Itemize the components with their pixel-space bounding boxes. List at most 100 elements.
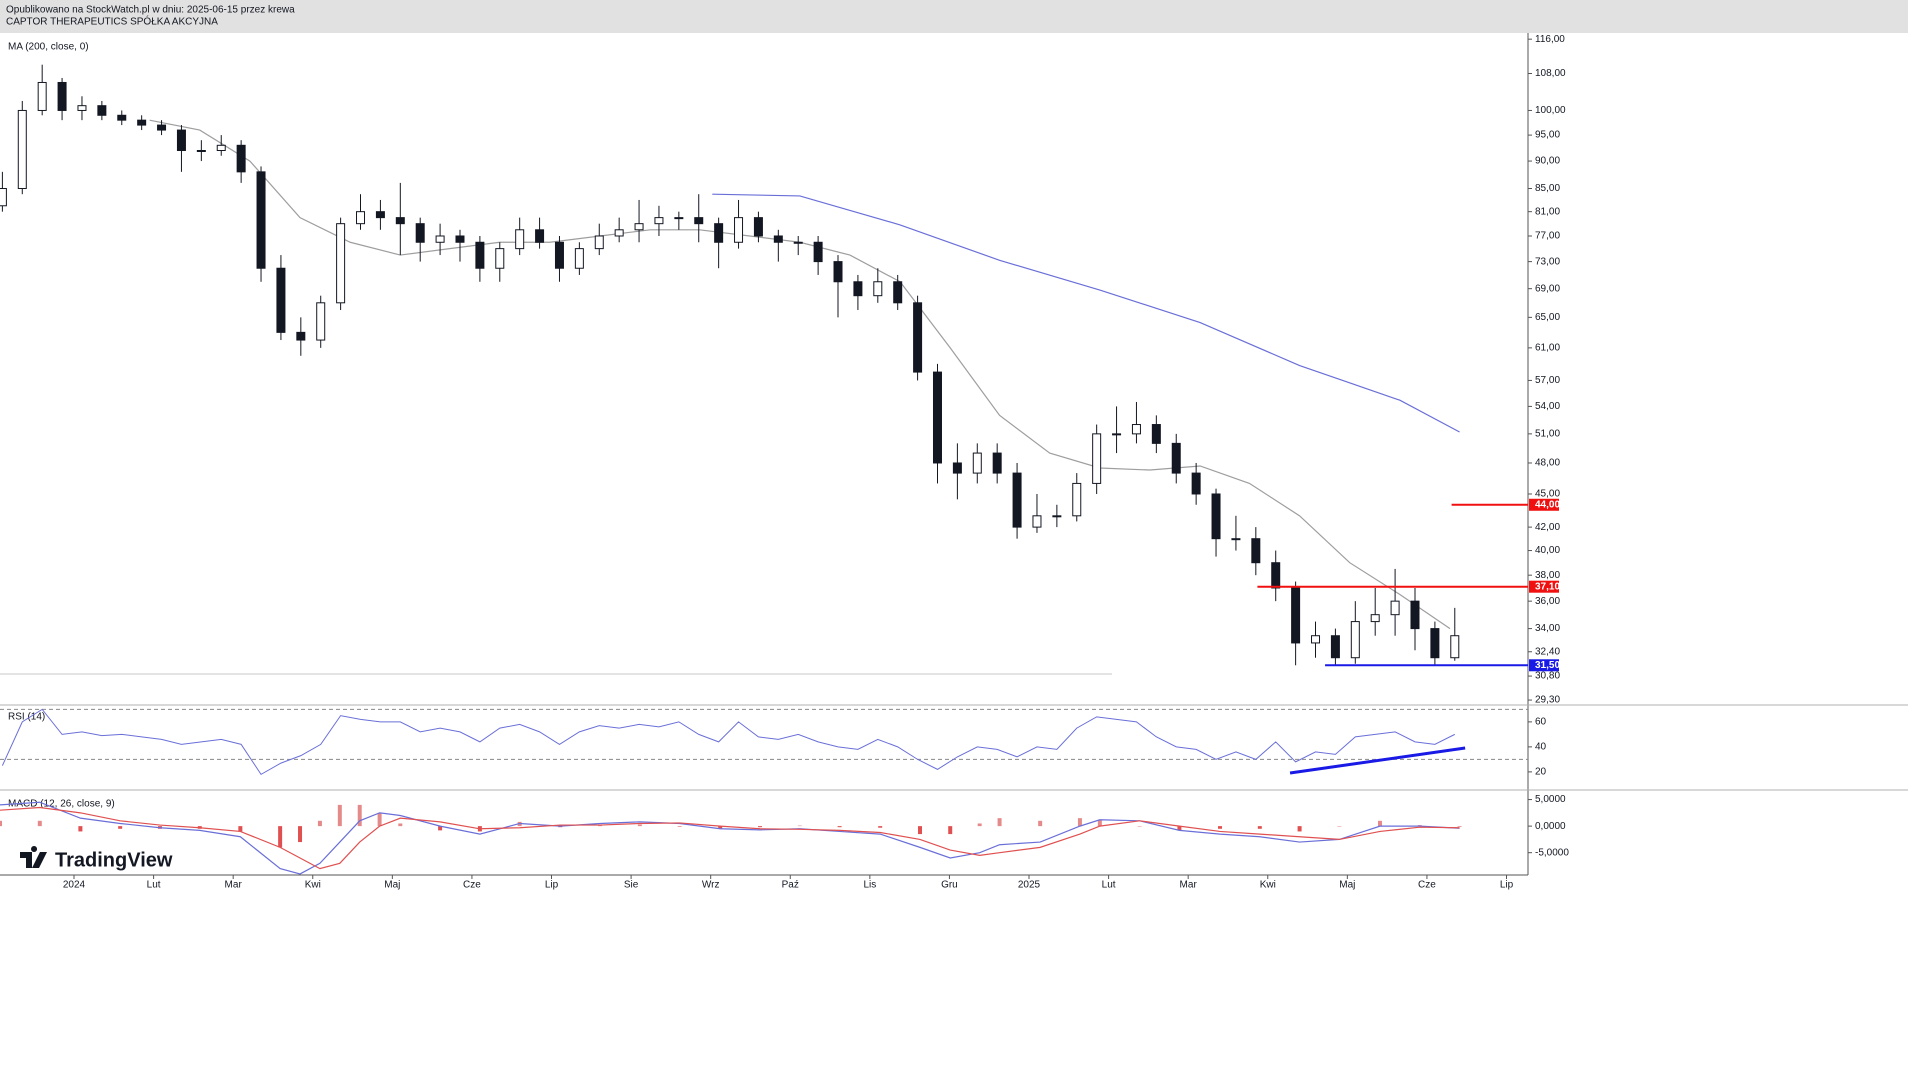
candle-body xyxy=(1390,600,1400,616)
y-tick-label: 5,0000 xyxy=(1535,794,1566,805)
y-tick-label: 60 xyxy=(1535,717,1547,728)
candle-body xyxy=(972,452,982,474)
candle-body xyxy=(236,144,246,173)
macd-histogram-bar xyxy=(837,826,842,828)
candle-body xyxy=(1032,515,1042,528)
y-tick-label: 57,00 xyxy=(1535,375,1560,386)
macd-histogram-bar xyxy=(238,826,243,832)
candle-body xyxy=(1430,628,1440,659)
candle-body xyxy=(1291,587,1301,644)
candle-body xyxy=(1251,538,1261,564)
candle-body xyxy=(694,217,704,225)
y-tick-label: 29,30 xyxy=(1535,695,1560,706)
macd-histogram-bar xyxy=(1077,818,1082,827)
candle-body xyxy=(356,211,366,225)
candle-body xyxy=(415,223,425,243)
candle-body xyxy=(77,105,87,111)
candle-body xyxy=(674,217,684,220)
candle-body xyxy=(734,217,744,243)
y-tick-label: 108,00 xyxy=(1535,68,1566,79)
candle-body xyxy=(17,109,27,190)
candle-body xyxy=(0,188,7,207)
candle-body xyxy=(634,223,644,231)
y-tick-label: 116,00 xyxy=(1535,34,1565,45)
level-label-bg xyxy=(1529,659,1559,672)
y-tick-label: 45,00 xyxy=(1535,489,1560,500)
candle-body xyxy=(1012,472,1022,528)
candle-body xyxy=(1052,515,1062,518)
macd-histogram-bar xyxy=(357,804,362,827)
y-tick-label: 40,00 xyxy=(1535,545,1560,556)
macd-histogram-bar xyxy=(1137,826,1142,827)
x-tick-label: 2025 xyxy=(1018,880,1041,891)
macd-histogram-bar xyxy=(718,826,723,829)
candle-body xyxy=(57,81,67,111)
y-tick-label: 100,00 xyxy=(1535,105,1566,116)
x-tick-label: Lis xyxy=(863,880,876,891)
candle-body xyxy=(515,229,525,250)
y-tick-label: -5,0000 xyxy=(1535,847,1569,858)
candle-body xyxy=(435,235,445,243)
y-tick-label: 90,00 xyxy=(1535,156,1560,167)
header-bar xyxy=(0,0,1908,33)
x-tick-label: Maj xyxy=(1339,880,1355,891)
moving-average xyxy=(712,193,1460,433)
candle-body xyxy=(793,241,803,244)
macd-histogram-bar xyxy=(118,826,123,829)
macd-histogram-bar xyxy=(948,826,953,835)
x-tick-label: Sie xyxy=(624,880,639,891)
macd-histogram-bar xyxy=(1038,820,1043,827)
x-tick-label: Kwi xyxy=(305,880,321,891)
candle-body xyxy=(296,331,306,341)
candle-body xyxy=(336,223,346,304)
y-tick-label: 77,00 xyxy=(1535,231,1560,242)
indicator-label: MA (200, close, 0) xyxy=(8,42,89,53)
candle-body xyxy=(1311,635,1321,644)
candle-body xyxy=(574,248,584,269)
x-tick-label: Kwi xyxy=(1260,880,1276,891)
macd-histogram-bar xyxy=(438,826,443,831)
candle-body xyxy=(952,462,962,474)
macd-line xyxy=(0,801,1460,875)
candle-body xyxy=(1151,424,1161,444)
candle-body xyxy=(455,235,465,243)
macd-histogram-bar xyxy=(337,804,342,827)
macd-histogram-bar xyxy=(797,825,802,827)
macd-histogram-bar xyxy=(298,826,303,843)
macd-histogram-bar xyxy=(278,826,283,848)
candle-body xyxy=(773,235,783,243)
macd-histogram-bar xyxy=(997,818,1002,827)
candle-body xyxy=(1350,621,1360,659)
candle-body xyxy=(256,171,266,269)
candle-body xyxy=(1211,493,1221,540)
x-tick-label: Lut xyxy=(147,880,161,891)
candle-body xyxy=(316,302,326,341)
macd-histogram-bar xyxy=(0,820,2,827)
candle-body xyxy=(1410,600,1420,630)
candle-body xyxy=(395,217,405,225)
candle-body xyxy=(535,229,545,243)
candle-body xyxy=(276,267,286,333)
x-tick-label: Paź xyxy=(782,880,799,891)
x-tick-label: Lut xyxy=(1102,880,1116,891)
candle-body xyxy=(117,114,127,121)
level-label: 44,00 xyxy=(1535,499,1560,510)
x-tick-label: Lip xyxy=(545,880,559,891)
candle-body xyxy=(554,241,564,269)
macd-histogram-bar xyxy=(677,826,682,827)
rsi-line xyxy=(1,708,1456,776)
macd-histogram-bar xyxy=(317,820,322,827)
trendline xyxy=(1289,746,1466,775)
watermark: TradingView xyxy=(55,849,173,871)
candle-body xyxy=(992,452,1002,474)
candle-body xyxy=(97,105,107,116)
candle-body xyxy=(137,119,147,126)
x-tick-label: 2024 xyxy=(63,880,86,891)
candle-body xyxy=(753,217,763,237)
y-tick-label: 30,80 xyxy=(1535,671,1560,682)
macd-histogram-bar xyxy=(878,826,883,828)
candle-body xyxy=(157,124,167,131)
candle-body xyxy=(594,235,604,250)
